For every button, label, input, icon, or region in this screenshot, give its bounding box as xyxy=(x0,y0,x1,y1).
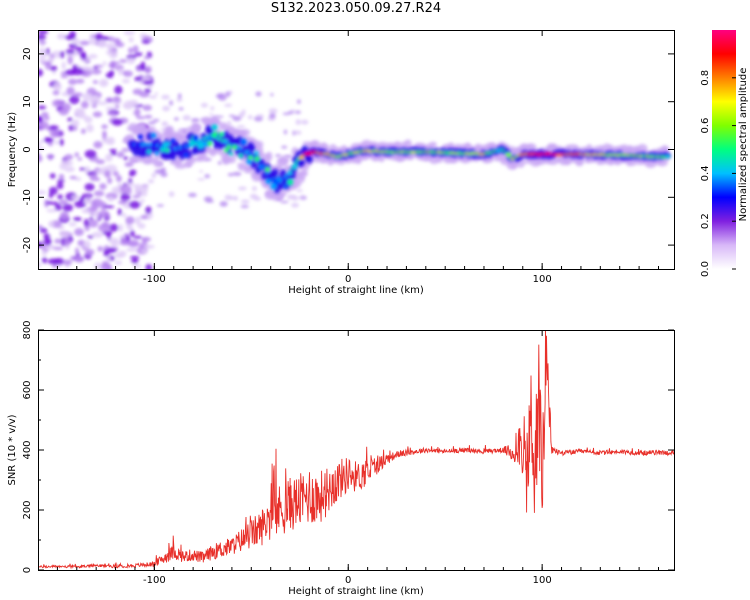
snr-y-tick-label: 400 xyxy=(22,440,33,459)
spectrogram-y-axis-label: Frequency (Hz) xyxy=(7,112,18,188)
spectrogram-x-tick-label: -100 xyxy=(143,274,166,285)
colorbar-tick-label: 0.8 xyxy=(700,70,711,86)
snr-series-line xyxy=(38,330,674,570)
snr-y-tick-label: 600 xyxy=(22,380,33,399)
colorbar-tick-label: 0.0 xyxy=(700,261,711,277)
snr-y-tick-label: 0 xyxy=(22,567,33,573)
spectrogram-x-axis-label: Height of straight line (km) xyxy=(288,285,424,296)
chart-title: S132.2023.050.09.27.R24 xyxy=(270,1,442,16)
colorbar-tick-label: 0.2 xyxy=(700,213,711,229)
snr-x-tick-label: 100 xyxy=(533,575,552,586)
colorbar-tick-label: 0.6 xyxy=(700,118,711,134)
snr-axes: -100 0 100 0 200 400 600 800 xyxy=(22,320,674,586)
spectrogram-y-tick-label: 0 xyxy=(22,146,33,152)
spectrogram-y-tick-label: 10 xyxy=(22,95,33,108)
snr-y-axis-label: SNR (10 * v/v) xyxy=(7,414,18,485)
spectrogram-y-tick-label: -20 xyxy=(22,237,33,253)
colorbar-tick-label: 0.4 xyxy=(700,165,711,181)
snr-plot-area xyxy=(38,330,674,570)
spectrogram-y-tick-label: 20 xyxy=(22,48,33,61)
snr-x-axis-label: Height of straight line (km) xyxy=(288,586,424,597)
snr-y-tick-label: 200 xyxy=(22,500,33,519)
snr-x-tick-label: 0 xyxy=(345,575,351,586)
spectrogram-x-tick-label: 0 xyxy=(345,274,351,285)
spectrogram-x-tick-label: 100 xyxy=(533,274,552,285)
colorbar-label: Normalized spectral amplitude xyxy=(738,68,749,222)
colorbar-gradient xyxy=(712,30,736,269)
snr-x-tick-label: -100 xyxy=(143,575,166,586)
colorbar-ticks: 0.0 0.2 0.4 0.6 0.8 xyxy=(700,70,736,277)
spectrogram-ridge xyxy=(127,124,671,194)
snr-panel: -100 0 100 0 200 400 600 800 Height of straight… xyxy=(7,320,675,597)
spectrogram-noise xyxy=(38,30,309,269)
colorbar: 0.0 0.2 0.4 0.6 0.8 Normalized spectral ampl… xyxy=(700,30,749,277)
spectrogram-y-tick-label: -10 xyxy=(22,189,33,205)
snr-y-tick-label: 800 xyxy=(22,320,33,339)
spectrogram-image xyxy=(38,30,671,269)
